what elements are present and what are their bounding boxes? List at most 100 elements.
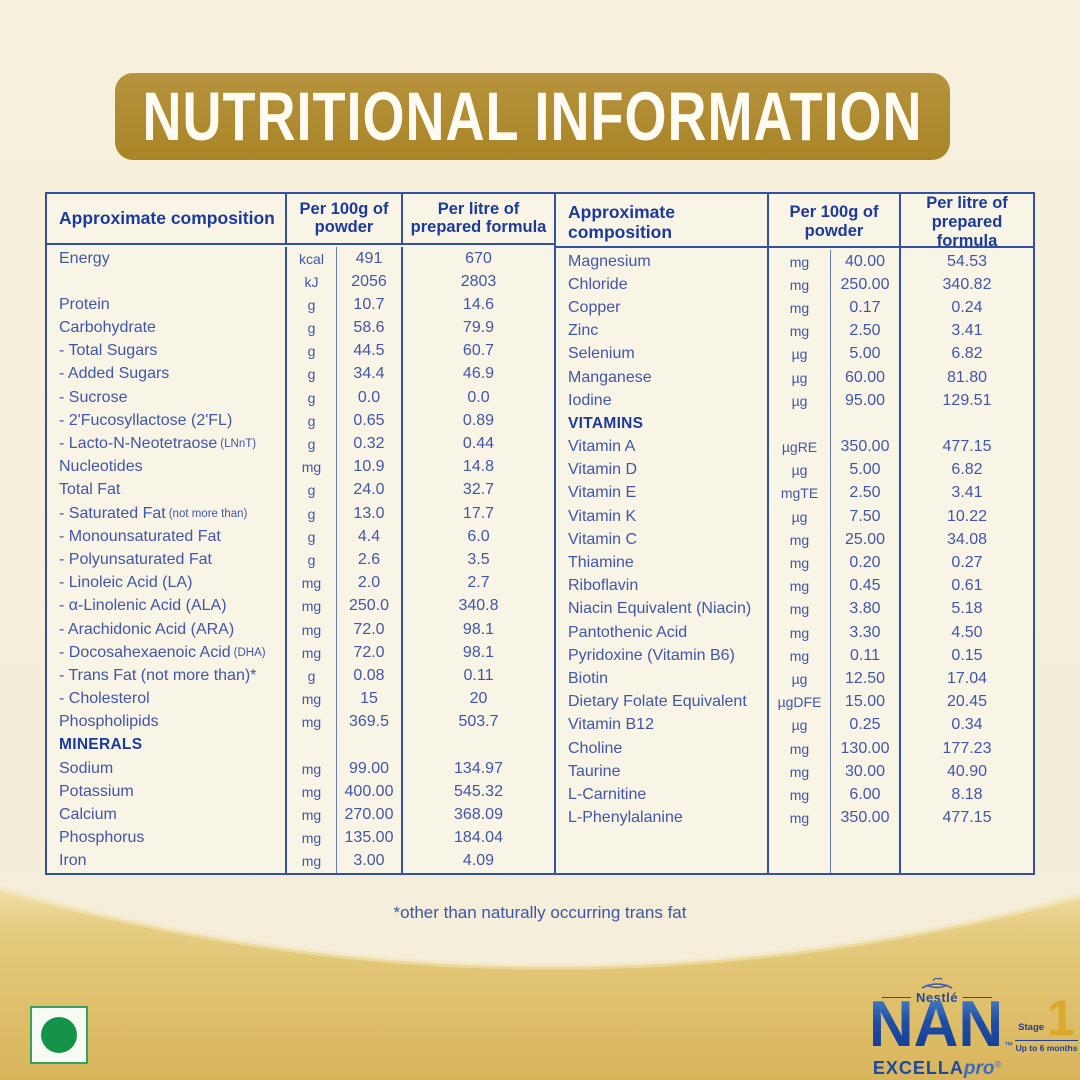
table-row: - Monounsaturated Fat g 4.4 6.0 [47,525,554,549]
value-per-litre: 0.34 [951,716,983,734]
value-per-100g: 72.0 [337,617,403,642]
empty-cell [556,829,769,873]
table-row: Vitamin B12 µg 0.25 0.34 [556,713,1033,737]
value-per-litre: 5.18 [951,600,983,618]
nutrient-unit: µg [769,389,831,413]
nutrient-unit: mg [769,528,831,552]
value-per-100g: 2.6 [337,548,403,572]
nutrient-name: Vitamin C [556,528,769,552]
nutrient-name-note: (not more than) [168,507,248,520]
value-per-litre: 14.8 [462,458,495,476]
value-per-100g: 13.0 [337,502,403,526]
nutrient-unit: g [287,478,337,502]
value-per-litre: 129.51 [942,391,992,409]
nutrient-name: L-Phenylalanine [556,806,769,830]
table-header-row: Approximate composition Per 100g of powd… [556,194,1033,251]
value-per-litre: 0.0 [467,388,490,406]
value-per-litre: 14.6 [462,295,495,313]
table-row: - Added Sugars g 34.4 46.9 [47,362,554,387]
nutrient-name-note: (DHA) [233,646,266,659]
nutrient-name [47,270,287,294]
value-per-100g: 44.5 [337,339,403,363]
header-per-litre: Per litre of prepared formula [926,194,1008,250]
nutrient-name: Phospholipids [47,710,287,734]
nutrient-unit: g [287,525,337,549]
nutrient-name: - Cholesterol [47,687,287,711]
value-per-litre: 368.09 [454,806,503,824]
table-row: Energy kcal 491 670 [47,246,554,271]
nutrient-name: - Saturated Fat (not more than) [47,502,287,526]
nutrient-name: - 2'Fucosyllactose (2'FL) [47,409,287,433]
value-per-100g: 4.4 [337,525,403,549]
stage-label: Stage [1018,1022,1045,1033]
nutrient-name: Chloride [556,273,769,297]
nutrient-name: Niacin Equivalent (Niacin) [556,597,769,621]
value-per-litre: 17.04 [946,669,988,687]
value-per-100g: 10.9 [337,455,403,479]
table-row: kJ 2056 2803 [47,270,554,294]
nutrient-unit: mg [287,594,337,618]
value-per-litre: 54.53 [946,252,988,270]
value-per-litre: 6.82 [951,461,983,479]
value-per-100g [337,733,403,758]
value-per-litre: 20.45 [946,693,988,711]
value-per-litre: 134.97 [454,759,503,777]
nutrition-table: Approximate composition Per 100g of powd… [45,192,1035,875]
nutrient-unit: g [287,386,337,410]
value-per-100g: 270.00 [337,803,403,827]
value-per-litre: 40.90 [946,762,988,780]
value-per-litre: 4.09 [462,852,495,870]
excellapro-wordmark: EXCELLApro® [858,1058,1016,1080]
table-right-half: Approximate composition Per 100g of powd… [554,194,1033,873]
value-per-100g: 15 [337,687,403,711]
registered-symbol: ® [994,1059,1002,1070]
value-per-100g: 2056 [337,270,403,294]
page-title: NUTRITIONAL INFORMATION [142,78,923,155]
table-row: Pyridoxine (Vitamin B6) mg 0.11 0.15 [556,644,1033,668]
value-per-litre: 32.7 [462,481,495,499]
value-per-100g: 60.00 [831,365,901,390]
value-per-litre: 46.9 [462,365,495,383]
nutrient-name: - Docosahexaenoic Acid (DHA) [47,641,287,665]
nutrient-name: L-Carnitine [556,783,769,807]
table-left-body: Energy kcal 491 670 kJ 2056 2803 Protein g 10.7 14… [47,245,554,873]
value-per-100g: 250.0 [337,594,403,618]
nutrient-unit: mg [769,250,831,274]
value-per-100g: 3.30 [831,621,901,645]
nutrient-unit: g [287,548,337,572]
nutrient-name: - Sucrose [47,386,287,410]
vegetarian-mark-icon [30,1006,88,1064]
pro-text: pro [963,1058,995,1079]
nutrient-name: Dietary Folate Equivalent [556,690,769,714]
table-row: - Saturated Fat (not more than) g 13.0 17.7 [47,502,554,526]
table-row: Iodine µg 95.00 129.51 [556,389,1033,413]
nutrient-unit: mg [287,849,337,873]
nutrient-name: Phosphorus [47,826,287,850]
value-per-100g: 40.00 [831,250,901,274]
value-per-litre: 340.8 [458,597,499,615]
nutrient-name: Copper [556,296,769,320]
value-per-100g: 15.00 [831,690,901,714]
nutrient-name: Manganese [556,365,769,390]
nestle-logo: Nestlé [882,990,992,1005]
nutrient-unit: mg [769,319,831,343]
value-per-litre: 3.41 [951,322,983,340]
nan-logo: NAN [852,992,1020,1057]
table-row: Manganese µg 60.00 81.80 [556,365,1033,390]
nutrient-unit: g [287,502,337,526]
value-per-litre: 3.41 [951,484,983,502]
stage-badge: Stage 1 Up to 6 months [1015,993,1078,1053]
value-per-litre: 4.50 [951,623,983,641]
value-per-100g: 135.00 [337,826,403,850]
table-row: Selenium µg 5.00 6.82 [556,342,1033,366]
nutrient-unit: mg [769,574,831,598]
nutrient-unit: mg [769,551,831,575]
nutrient-unit: mg [287,687,337,711]
nutrient-name: VITAMINS [556,412,769,436]
table-row: - Docosahexaenoic Acid (DHA) mg 72.0 98.1 [47,641,554,665]
value-per-litre: 340.82 [942,275,992,293]
nutrient-name: - Monounsaturated Fat [47,525,287,549]
